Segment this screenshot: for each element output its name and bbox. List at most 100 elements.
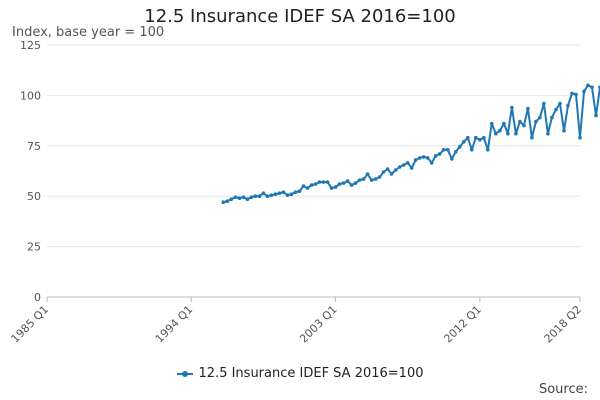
data-point[interactable] [478, 138, 482, 142]
data-point[interactable] [542, 101, 546, 106]
data-point[interactable] [361, 177, 366, 181]
data-point[interactable] [522, 123, 526, 128]
data-point[interactable] [590, 85, 594, 90]
data-point[interactable] [466, 135, 470, 140]
data-point[interactable] [490, 121, 494, 126]
data-point[interactable] [241, 195, 246, 199]
data-point[interactable] [429, 161, 434, 165]
data-point[interactable] [446, 148, 450, 152]
data-point[interactable] [506, 131, 510, 136]
data-point[interactable] [441, 148, 446, 152]
data-point[interactable] [277, 191, 282, 195]
data-point[interactable] [534, 119, 538, 124]
data-point[interactable] [365, 172, 370, 176]
data-point[interactable] [462, 140, 466, 144]
data-point[interactable] [237, 196, 242, 200]
data-point[interactable] [261, 191, 266, 195]
data-point[interactable] [570, 91, 574, 96]
data-point[interactable] [325, 180, 330, 184]
data-point[interactable] [313, 182, 318, 186]
data-point[interactable] [518, 119, 522, 124]
data-point[interactable] [482, 135, 486, 140]
data-point[interactable] [289, 192, 294, 196]
data-point[interactable] [297, 189, 302, 193]
data-point[interactable] [454, 150, 458, 154]
data-point[interactable] [233, 195, 238, 199]
data-point[interactable] [530, 135, 534, 140]
data-point[interactable] [229, 197, 234, 201]
data-point[interactable] [393, 168, 398, 172]
data-point[interactable] [309, 183, 314, 187]
data-point[interactable] [265, 194, 270, 198]
data-point[interactable] [574, 92, 578, 97]
data-point[interactable] [221, 200, 226, 204]
series-layer [221, 83, 600, 204]
data-point[interactable] [470, 148, 474, 152]
data-point[interactable] [578, 135, 582, 140]
data-point[interactable] [333, 185, 338, 189]
data-point[interactable] [558, 101, 562, 106]
x-tick-label: 1994 Q1 [153, 303, 196, 346]
data-point[interactable] [494, 131, 498, 136]
data-point[interactable] [510, 105, 514, 110]
data-point[interactable] [526, 106, 530, 111]
data-point[interactable] [417, 156, 422, 160]
data-point[interactable] [550, 115, 554, 120]
data-point[interactable] [389, 172, 394, 176]
source-label: Source: [538, 382, 588, 397]
data-point[interactable] [305, 186, 310, 190]
data-point[interactable] [450, 157, 454, 161]
data-point[interactable] [498, 128, 502, 133]
data-point[interactable] [486, 148, 490, 152]
data-point[interactable] [582, 89, 586, 94]
data-point[interactable] [433, 154, 438, 158]
data-point[interactable] [293, 190, 298, 194]
data-point[interactable] [566, 103, 570, 108]
data-point[interactable] [514, 131, 518, 136]
data-point[interactable] [329, 186, 334, 190]
data-point[interactable] [421, 155, 426, 159]
data-point[interactable] [538, 115, 542, 120]
data-point[interactable] [586, 83, 590, 88]
data-point[interactable] [369, 178, 374, 182]
data-point[interactable] [245, 197, 250, 201]
data-point[interactable] [413, 158, 418, 162]
data-point[interactable] [502, 121, 506, 126]
data-point[interactable] [225, 199, 230, 203]
data-point[interactable] [381, 170, 386, 174]
data-point[interactable] [253, 194, 258, 198]
data-point[interactable] [397, 165, 402, 169]
data-point[interactable] [269, 193, 274, 197]
data-point[interactable] [301, 184, 306, 188]
data-point[interactable] [425, 156, 430, 160]
data-point[interactable] [317, 180, 322, 184]
y-tick-label: 75 [27, 140, 41, 153]
data-point[interactable] [377, 175, 382, 179]
data-point[interactable] [353, 181, 358, 185]
data-point[interactable] [281, 190, 286, 194]
data-point[interactable] [249, 195, 254, 199]
data-point[interactable] [341, 181, 346, 185]
data-point[interactable] [562, 128, 566, 133]
data-point[interactable] [458, 145, 462, 149]
data-point[interactable] [401, 163, 406, 167]
gridlines [47, 44, 580, 298]
data-point[interactable] [373, 177, 378, 181]
data-point[interactable] [337, 182, 342, 186]
data-point[interactable] [321, 180, 326, 184]
data-point[interactable] [594, 113, 598, 118]
data-point[interactable] [405, 161, 410, 165]
legend-item-series[interactable]: 12.5 Insurance IDEF SA 2016=100 [176, 366, 423, 381]
data-point[interactable] [554, 107, 558, 112]
data-point[interactable] [257, 194, 262, 198]
data-point[interactable] [345, 179, 350, 183]
data-point[interactable] [546, 131, 550, 136]
data-point[interactable] [285, 193, 290, 197]
data-point[interactable] [349, 183, 354, 187]
data-point[interactable] [409, 166, 414, 170]
data-point[interactable] [437, 152, 442, 156]
data-point[interactable] [273, 192, 278, 196]
data-point[interactable] [357, 178, 362, 182]
data-point[interactable] [474, 135, 478, 140]
data-point[interactable] [385, 167, 390, 171]
